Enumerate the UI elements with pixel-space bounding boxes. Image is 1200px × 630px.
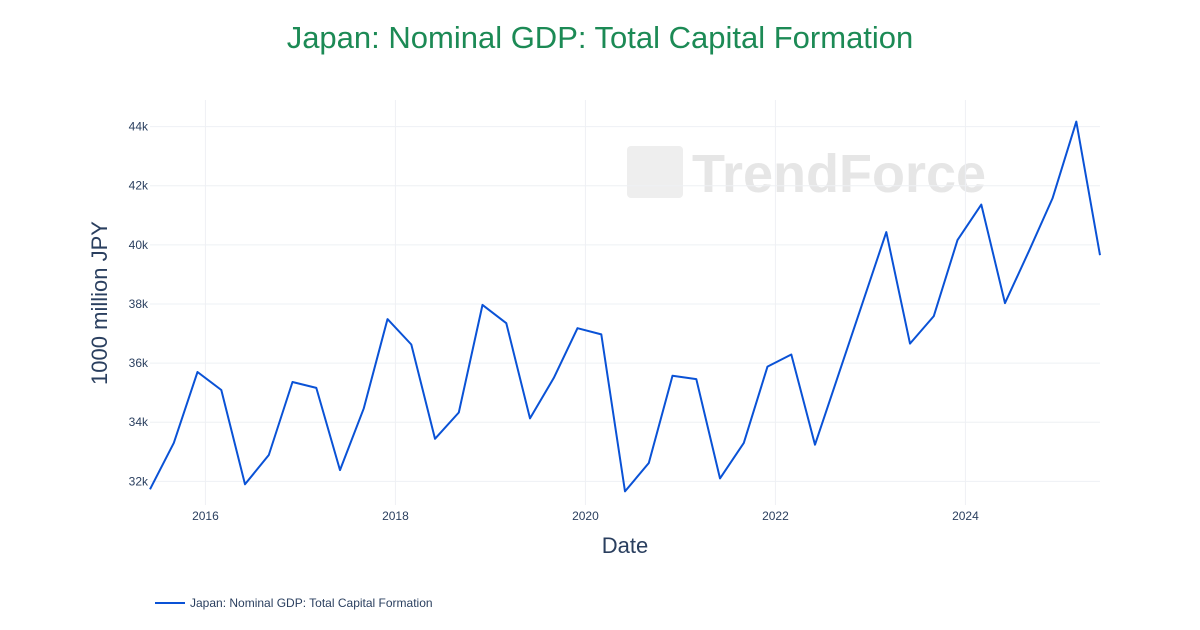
x-tick-label: 2020 — [572, 509, 599, 523]
legend-label: Japan: Nominal GDP: Total Capital Format… — [190, 596, 433, 610]
y-tick-label: 34k — [129, 415, 149, 429]
x-tick-label: 2018 — [382, 509, 409, 523]
series-line — [149, 120, 1101, 493]
y-tick-label: 40k — [129, 238, 149, 252]
legend[interactable]: Japan: Nominal GDP: Total Capital Format… — [155, 596, 433, 610]
legend-swatch — [155, 602, 185, 604]
x-tick-label: 2024 — [952, 509, 979, 523]
y-tick-label: 42k — [129, 179, 149, 193]
chart-title: Japan: Nominal GDP: Total Capital Format… — [286, 20, 914, 55]
watermark-logo — [627, 146, 683, 198]
x-tick-label: 2022 — [762, 509, 789, 523]
y-tick-label: 36k — [129, 356, 149, 370]
y-axis-title: 1000 million JPY — [87, 221, 112, 385]
y-tick-label: 44k — [129, 120, 149, 134]
watermark: TrendForce — [692, 144, 986, 204]
y-tick-label: 38k — [129, 297, 149, 311]
x-axis-title: Date — [602, 533, 648, 558]
x-tick-label: 2016 — [192, 509, 219, 523]
y-tick-label: 32k — [129, 474, 149, 488]
